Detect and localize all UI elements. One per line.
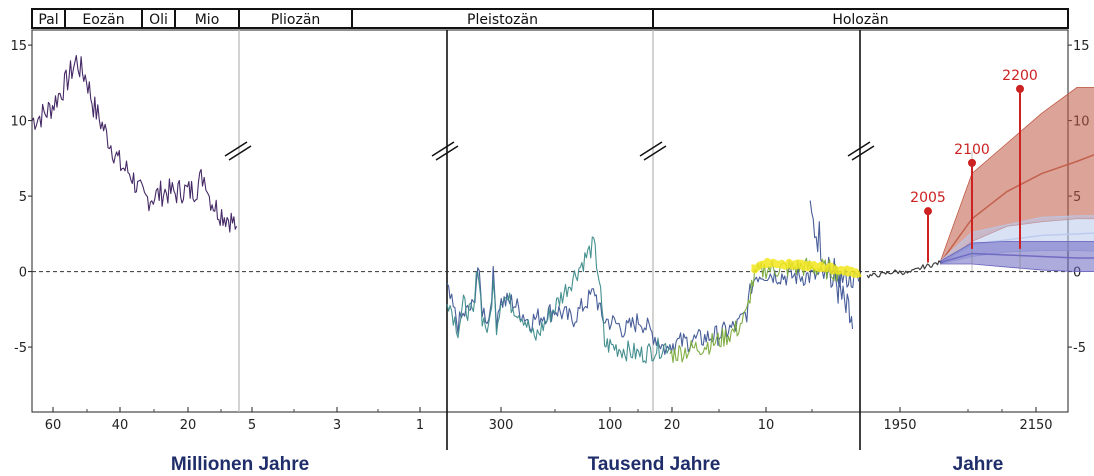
year-marker-dot — [924, 207, 932, 216]
temperature-series-line — [446, 236, 671, 364]
epoch-label: Mio — [195, 12, 220, 28]
y-tick-label-left: 0 — [19, 266, 27, 281]
axis-break-mark — [847, 141, 871, 157]
x-tick-label: 3 — [333, 418, 341, 433]
year-marker-label: 2100 — [954, 142, 990, 158]
x-tick-label: 60 — [45, 418, 62, 433]
axis-break-mark — [228, 145, 252, 161]
x-tick-label: 20 — [180, 418, 197, 433]
epoch-box — [652, 8, 1069, 29]
x-tick-label: 1 — [416, 418, 424, 433]
scenario-mean-line — [940, 252, 1094, 264]
y-tick-label-right: 0 — [1073, 266, 1081, 281]
axis-break-mark — [643, 145, 667, 161]
plot-frame — [31, 29, 1069, 413]
x-axis-title: Tausend Jahre — [588, 454, 721, 475]
x-tick-label: 40 — [112, 418, 129, 433]
x-axis-title: Millionen Jahre — [171, 454, 309, 475]
year-marker-dot — [968, 158, 976, 167]
axis-break-mark — [224, 141, 248, 157]
axis-break-mark — [639, 141, 663, 157]
axis-break-mark — [851, 145, 875, 161]
epoch-label: Eozän — [82, 12, 124, 28]
y-tick-label-right: -5 — [1073, 341, 1086, 356]
y-tick-label-right: 15 — [1073, 39, 1090, 54]
x-tick-label: 5 — [248, 418, 256, 433]
temperature-series-line — [446, 265, 671, 355]
x-tick-label: 1950 — [883, 418, 916, 433]
y-tick-label-left: 15 — [10, 39, 27, 54]
year-marker-label: 2200 — [1002, 68, 1038, 84]
temperature-series-line — [866, 260, 941, 279]
epoch-label: Oli — [149, 12, 168, 28]
epoch-label: Holozän — [832, 12, 888, 28]
epoch-label: Pliozän — [271, 12, 321, 28]
epoch-label: Pal — [38, 12, 58, 28]
axis-break-mark — [435, 145, 459, 161]
x-tick-label: 10 — [758, 418, 775, 433]
year-marker-label: 2005 — [910, 190, 946, 206]
x-tick-label: 20 — [664, 418, 681, 433]
x-axis-title: Jahre — [953, 454, 1004, 475]
year-marker-dot — [1016, 84, 1024, 93]
epoch-label: Pleistozän — [467, 12, 538, 28]
y-tick-label-left: -5 — [14, 341, 27, 356]
scenario-mean-line — [939, 153, 1094, 263]
x-tick-label: 100 — [598, 418, 623, 433]
axis-break-mark — [431, 141, 455, 157]
temperature-series-line — [31, 54, 238, 233]
y-tick-label-left: 5 — [19, 190, 27, 205]
temperature-series-line — [669, 265, 861, 354]
y-tick-label-left: 10 — [10, 115, 27, 130]
temperature-series-line — [749, 257, 863, 278]
x-tick-label: 300 — [489, 418, 514, 433]
x-tick-label: 2150 — [1019, 418, 1052, 433]
temperature-series-line — [669, 257, 842, 363]
